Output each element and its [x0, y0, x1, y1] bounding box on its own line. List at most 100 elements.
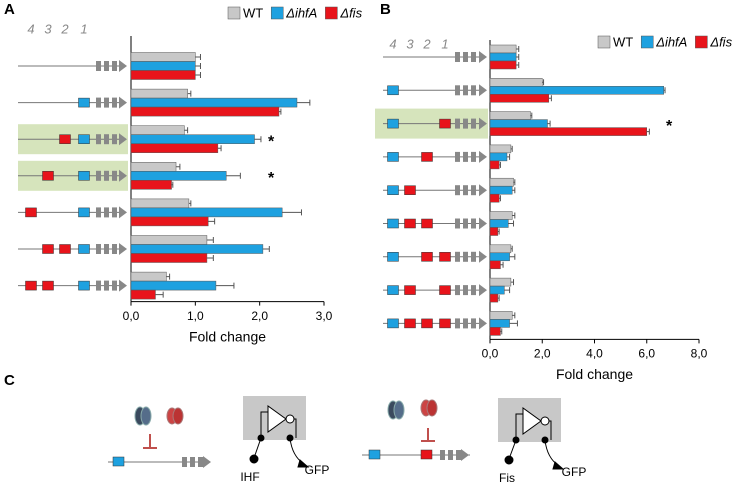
error-bar [542, 79, 545, 86]
error-bar [217, 145, 222, 152]
site [78, 171, 90, 181]
site [78, 280, 90, 291]
site [439, 118, 451, 129]
error-bar [171, 181, 174, 188]
error-bar [254, 136, 262, 143]
site [387, 218, 399, 229]
x-tick-label: 0,0 [482, 347, 499, 361]
site [387, 285, 399, 295]
bar [130, 207, 283, 218]
error-bar [499, 195, 501, 202]
legend-label: ΔihfA [655, 34, 687, 49]
bar [130, 244, 264, 254]
bar [489, 160, 500, 170]
bar [489, 319, 510, 328]
gene-arrow [479, 51, 487, 63]
bar [489, 44, 517, 54]
gene [455, 318, 460, 329]
gene [455, 185, 460, 196]
significance: * [268, 133, 275, 150]
site [112, 456, 125, 467]
bar [130, 162, 177, 172]
gene [463, 285, 468, 296]
site-label: 1 [80, 21, 87, 36]
gene [112, 244, 117, 254]
gene [471, 185, 476, 196]
gene [104, 207, 109, 218]
bar [489, 111, 531, 120]
error-bar [497, 228, 500, 235]
gene [463, 151, 468, 162]
site [78, 244, 90, 254]
legend-swatch [695, 35, 708, 49]
gene-arrow [119, 169, 127, 182]
bar [489, 260, 501, 270]
gene [471, 118, 476, 129]
bar [489, 227, 499, 236]
gene [112, 134, 117, 145]
bar [489, 94, 550, 103]
panel-c [108, 396, 565, 470]
gene [455, 85, 460, 96]
site [404, 318, 416, 329]
site [59, 134, 71, 144]
error-bar [195, 63, 201, 69]
gene [112, 280, 117, 291]
gene [471, 251, 476, 262]
gene [471, 318, 476, 329]
error-bar [208, 218, 216, 225]
gene-arrow [479, 250, 487, 263]
bar [130, 235, 208, 245]
legend-swatch [640, 35, 654, 49]
gene-arrow [479, 317, 487, 330]
bar [130, 180, 172, 190]
gene [463, 85, 468, 96]
error-bar [512, 187, 516, 194]
output-label: GFP [305, 463, 330, 477]
bar [489, 78, 543, 87]
x-tick-label: 0,0 [123, 309, 140, 323]
x-tick-label: 2,0 [251, 309, 268, 323]
gene [96, 207, 101, 218]
site [78, 134, 90, 144]
gene [112, 207, 117, 218]
error-bar [195, 54, 201, 60]
gene-arrow [479, 217, 487, 230]
error-bar [500, 328, 503, 335]
site [387, 252, 399, 262]
bar [130, 289, 156, 300]
site [421, 252, 433, 262]
bar [130, 198, 190, 209]
x-tick-label: 4,0 [586, 347, 603, 361]
gene [463, 218, 468, 229]
panel-label: B [380, 1, 391, 18]
error-bar [516, 62, 520, 68]
site [421, 152, 433, 162]
wire [544, 439, 560, 467]
inverter [285, 414, 295, 424]
site [420, 449, 433, 460]
site [42, 171, 54, 181]
site [439, 252, 451, 262]
gene [104, 280, 109, 291]
fis-icon [172, 407, 184, 425]
bar [489, 185, 513, 195]
bar [489, 311, 513, 320]
gene [471, 285, 476, 296]
site [404, 185, 416, 195]
legend-swatch [270, 6, 284, 20]
bar [130, 125, 185, 135]
gene [104, 170, 109, 181]
x-axis-label: Fold change [556, 366, 633, 382]
gene [455, 285, 460, 296]
bar [489, 86, 664, 95]
gene [96, 244, 101, 254]
gene [104, 61, 109, 71]
output-label: GFP [562, 465, 587, 479]
gene [112, 61, 117, 71]
bar [489, 219, 509, 228]
x-tick-label: 6,0 [638, 347, 655, 361]
error-bar [509, 253, 516, 260]
panel-label: C [4, 372, 15, 389]
input-label: Fis [499, 471, 515, 485]
